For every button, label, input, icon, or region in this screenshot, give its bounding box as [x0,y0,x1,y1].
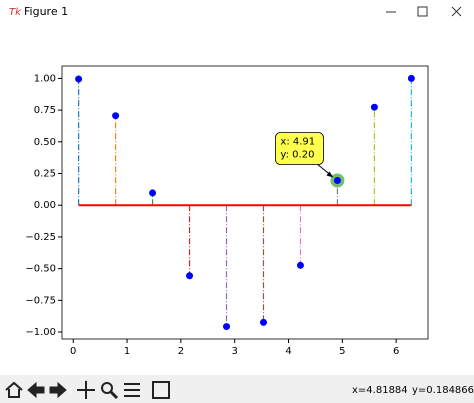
status-x: x=4.81884 [352,385,408,396]
y-tick-label: 0.00 [34,200,56,211]
x-tick-label: 0 [70,346,76,357]
y-tick-label: −0.75 [25,295,56,306]
marker [223,323,231,331]
x-tick-label: 5 [339,346,345,357]
annotation-text: y: 0.20 [280,150,314,161]
back-button[interactable] [27,381,45,399]
home-button[interactable] [5,381,23,398]
y-tick-label: 0.75 [34,105,56,116]
y-tick-label: −1.00 [25,327,56,338]
x-tick-label: 1 [124,346,130,357]
marker [333,177,341,185]
y-tick-label: 1.00 [34,73,56,84]
x-tick-label: 4 [285,346,291,357]
plot-area [61,65,429,340]
app-icon: Tk [9,7,22,18]
y-tick-label: −0.50 [25,264,56,275]
marker [370,103,378,111]
marker [259,318,267,326]
marker [75,75,83,83]
marker [186,272,194,280]
annotation-text: x: 4.91 [280,137,315,148]
window-title: Figure 1 [24,5,68,18]
x-tick-label: 3 [232,346,238,357]
pan-button[interactable] [77,381,95,399]
x-tick-label: 2 [178,346,184,357]
title-bar [0,0,474,25]
marker [112,112,120,120]
marker [149,189,157,197]
subplots-button[interactable] [124,383,140,397]
y-tick-label: −0.25 [25,232,56,243]
y-tick-label: 0.50 [34,137,56,148]
close-button[interactable] [451,6,462,17]
marker [407,74,415,82]
save-button[interactable] [152,381,170,399]
x-tick-label: 6 [393,346,399,357]
forward-button[interactable] [49,381,67,399]
annotation-arrowhead [326,171,334,178]
annotation-box [275,132,324,165]
status-y: y=0.184866 [412,385,474,396]
toolbar-icons [5,381,170,400]
marker [296,261,304,269]
maximize-button[interactable] [417,6,428,17]
y-tick-label: 0.25 [34,169,56,180]
zoom-button[interactable] [101,382,113,394]
zoom-handle [109,390,119,400]
